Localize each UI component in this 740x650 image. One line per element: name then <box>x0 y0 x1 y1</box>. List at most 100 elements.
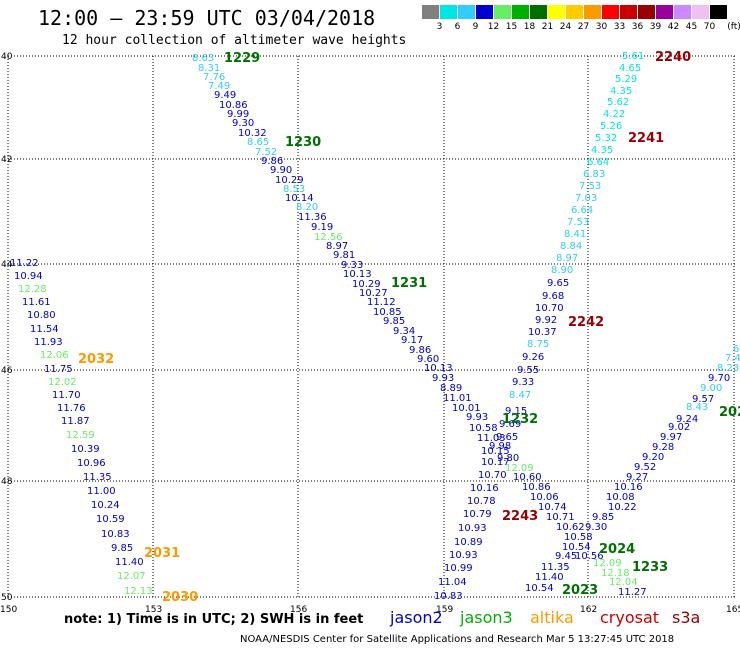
wave-height-label: 10.39 <box>71 444 100 455</box>
wave-height-label: 11.35 <box>83 472 112 483</box>
wave-height-label: 10.86 <box>219 100 248 111</box>
wave-height-label: 9.33 <box>512 377 534 388</box>
wave-height-label: 9.70 <box>708 373 730 384</box>
wave-height-label: 7.49 <box>208 81 230 92</box>
wave-height-label: 10.85 <box>373 307 402 318</box>
pass-time-label: 1232 <box>502 412 538 427</box>
wave-height-label: 9.02 <box>668 422 690 433</box>
legend-jason2: jason2 <box>390 608 443 627</box>
longitude-tick-label: 150 <box>0 605 17 615</box>
wave-height-label: 9.65 <box>496 432 518 443</box>
wave-height-label: 9.15 <box>505 406 527 417</box>
color-scale-tick: 21 <box>541 22 554 32</box>
wave-height-label: 10.08 <box>606 492 635 503</box>
wave-height-label: 8.63 <box>192 53 214 64</box>
latitude-tick-label: 50 <box>1 593 13 603</box>
wave-height-label: 9.85 <box>111 543 133 554</box>
wave-height-label: 9.90 <box>270 165 292 176</box>
wave-height-label: 9.30 <box>585 522 607 533</box>
wave-height-label: 11.35 <box>541 562 570 573</box>
wave-height-label: 11.27 <box>618 587 647 598</box>
latitude-tick-label: 48 <box>1 477 13 487</box>
color-scale-tick: 27 <box>577 22 590 32</box>
legend-s3a: s3a <box>672 608 701 627</box>
wave-height-label: 8.97 <box>556 253 578 264</box>
wave-height-label: 11.12 <box>367 297 396 308</box>
color-scale-tick: 39 <box>649 22 662 32</box>
map-title: 12:00 – 23:59 UTC 03/04/2018 <box>38 6 376 30</box>
wave-height-label: 9.85 <box>383 316 405 327</box>
wave-height-label: 12.09 <box>505 463 534 474</box>
wave-height-label: 9.65 <box>547 278 569 289</box>
wave-height-label: 9.85 <box>592 512 614 523</box>
wave-height-label: 8.20 <box>296 202 318 213</box>
wave-height-label: 8.84 <box>560 241 582 252</box>
wave-height-label: 7.53 <box>579 181 601 192</box>
wave-height-label: 9.19 <box>311 222 333 233</box>
wave-height-label: 10.59 <box>96 514 125 525</box>
color-scale-swatch <box>548 5 565 19</box>
wave-height-label: 10.62 <box>556 522 585 533</box>
wave-height-label: 10.14 <box>285 193 314 204</box>
wave-height-label: 11.36 <box>298 212 327 223</box>
pass-time-label: 2024 <box>599 542 635 557</box>
color-scale-tick: 3 <box>436 22 443 32</box>
longitude-tick-label: 165 <box>726 605 740 615</box>
wave-height-label: 10.29 <box>352 279 381 290</box>
wave-height-label: 6.83 <box>583 169 605 180</box>
color-scale-tick: 42 <box>667 22 680 32</box>
wave-height-label: 10.89 <box>454 537 483 548</box>
wave-height-label: 8.97 <box>326 241 348 252</box>
wave-height-label: 5.32 <box>595 133 617 144</box>
color-scale-swatch <box>512 5 529 19</box>
wave-height-label: 9.17 <box>401 335 423 346</box>
wave-height-label: 10.16 <box>470 483 499 494</box>
color-scale-swatch <box>638 5 655 19</box>
color-scale-swatch <box>656 5 673 19</box>
wave-height-label: 9.93 <box>432 373 454 384</box>
wave-height-label: 10.01 <box>452 403 481 414</box>
wave-height-label: 9.97 <box>660 432 682 443</box>
wave-height-label: 6.64 <box>571 205 593 216</box>
wave-height-label: 10.83 <box>101 529 130 540</box>
wave-height-label: 5.29 <box>615 74 637 85</box>
wave-height-label: 8.23 <box>717 363 739 374</box>
color-scale-tick: 33 <box>613 22 626 32</box>
color-scale-swatch <box>620 5 637 19</box>
wave-height-label: 9.55 <box>517 365 539 376</box>
color-scale-tick: 30 <box>595 22 608 32</box>
wave-height-label: 10.83 <box>434 591 463 602</box>
color-scale-tick: 15 <box>505 22 518 32</box>
wave-height-label: 9.24 <box>676 414 698 425</box>
wave-height-label: 10.56 <box>575 551 604 562</box>
wave-height-label: 10.13 <box>343 269 372 280</box>
wave-height-label: 12.28 <box>18 284 47 295</box>
color-scale-swatch <box>422 5 439 19</box>
wave-height-label: 7.76 <box>203 72 225 83</box>
color-scale-tick: 36 <box>631 22 644 32</box>
wave-height-label: 9.00 <box>700 383 722 394</box>
credit-footer: NOAA/NESDIS Center for Satellite Applica… <box>240 634 675 645</box>
color-scale-swatch <box>674 5 691 19</box>
wave-height-label: 8.43 <box>686 402 708 413</box>
wave-height-label: 7.52 <box>255 147 277 158</box>
wave-height-label: 10.79 <box>463 509 492 520</box>
color-scale-swatch <box>602 5 619 19</box>
wave-height-label: 9.52 <box>634 462 656 473</box>
wave-height-label: 10.27 <box>359 288 388 299</box>
wave-height-label: 11.01 <box>443 393 472 404</box>
color-scale-swatch <box>440 5 457 19</box>
longitude-tick-label: 159 <box>436 605 453 615</box>
wave-height-label: 10.70 <box>478 470 507 481</box>
wave-height-label: 9.86 <box>261 156 283 167</box>
color-scale-tick: 18 <box>523 22 536 32</box>
wave-height-label: 10.13 <box>424 363 453 374</box>
wave-height-label: 5.61 <box>622 51 644 62</box>
wave-height-label: 12.06 <box>40 350 69 361</box>
pass-time-label: 2023 <box>562 583 598 598</box>
wave-height-label: 9.57 <box>692 394 714 405</box>
wave-height-label: 6.64 <box>587 157 609 168</box>
color-scale-swatch <box>710 5 727 19</box>
color-scale-tick: 24 <box>559 22 572 32</box>
